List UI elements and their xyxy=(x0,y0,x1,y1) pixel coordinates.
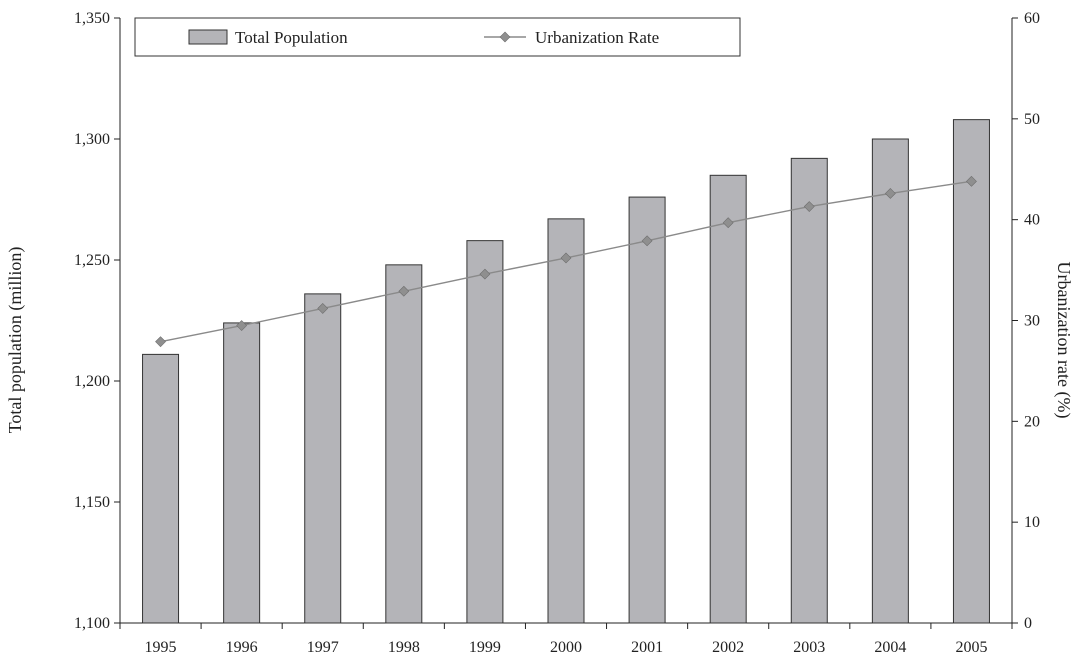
legend: Total Population Urbanization Rate xyxy=(134,17,741,57)
x-tick-label: 2005 xyxy=(955,639,987,656)
bar-total-population xyxy=(466,240,504,624)
bar-total-population xyxy=(385,264,423,624)
line-series xyxy=(155,175,977,348)
point-urbanization-rate xyxy=(236,320,248,331)
y2-tick-label: 40 xyxy=(1024,212,1040,229)
bar-total-population xyxy=(871,138,909,624)
x-tick-label: 1997 xyxy=(307,639,339,656)
y-axis-title: Total population (million) xyxy=(5,247,26,434)
bar-total-population xyxy=(142,353,180,624)
point-urbanization-rate xyxy=(398,285,410,297)
bar-total-population xyxy=(223,322,261,624)
y-tick-label: 1,300 xyxy=(74,131,110,148)
point-urbanization-rate xyxy=(479,268,491,280)
bar-total-population xyxy=(790,157,828,624)
legend-box xyxy=(134,17,741,57)
y2-tick-label: 10 xyxy=(1024,514,1040,531)
x-tick-label: 2002 xyxy=(712,639,744,656)
point-urbanization-rate xyxy=(641,235,653,247)
point-urbanization-rate xyxy=(803,201,815,212)
y-tick-label: 1,100 xyxy=(74,615,110,632)
y2-tick-label: 60 xyxy=(1024,10,1040,27)
point-urbanization-rate xyxy=(560,252,572,264)
point-urbanization-rate xyxy=(317,302,329,314)
x-tick-label: 2000 xyxy=(550,639,582,656)
y2-tick-label: 20 xyxy=(1024,413,1040,430)
legend-label-urbanization-rate: Urbanization Rate xyxy=(535,28,659,47)
x-tick-label: 1998 xyxy=(388,639,420,656)
bar-total-population xyxy=(952,119,990,624)
legend-label-total-population: Total Population xyxy=(235,28,348,47)
legend-line-marker xyxy=(499,31,511,43)
x-tick-label: 2004 xyxy=(874,639,906,656)
y-tick-label: 1,350 xyxy=(74,10,110,27)
y2-tick-label: 50 xyxy=(1024,111,1040,128)
y2-tick-label: 30 xyxy=(1024,313,1040,330)
point-urbanization-rate xyxy=(155,336,166,348)
y-tick-label: 1,200 xyxy=(74,373,110,390)
point-urbanization-rate xyxy=(884,188,896,199)
point-urbanization-rate xyxy=(966,175,977,187)
y2-axis-title: Urbanization rate (%) xyxy=(1053,262,1074,419)
bar-total-population xyxy=(628,196,666,624)
y-tick-label: 1,250 xyxy=(74,252,110,269)
point-urbanization-rate xyxy=(722,217,734,229)
bars xyxy=(142,119,990,624)
legend-bar-swatch xyxy=(188,29,228,45)
x-tick-label: 1999 xyxy=(469,639,501,656)
bar-total-population xyxy=(304,293,342,624)
x-tick-label: 1996 xyxy=(226,639,258,656)
x-tick-label: 1995 xyxy=(145,639,177,656)
x-tick-label: 2001 xyxy=(631,639,663,656)
y-tick-label: 1,150 xyxy=(74,494,110,511)
bar-total-population xyxy=(547,218,585,624)
x-tick-label: 2003 xyxy=(793,639,825,656)
bar-total-population xyxy=(709,174,747,624)
y2-tick-label: 0 xyxy=(1024,615,1032,632)
tick-labels: 1,100 1,150 1,200 1,250 1,300 1,350 0 10 20 30 40 5… xyxy=(74,10,1040,656)
